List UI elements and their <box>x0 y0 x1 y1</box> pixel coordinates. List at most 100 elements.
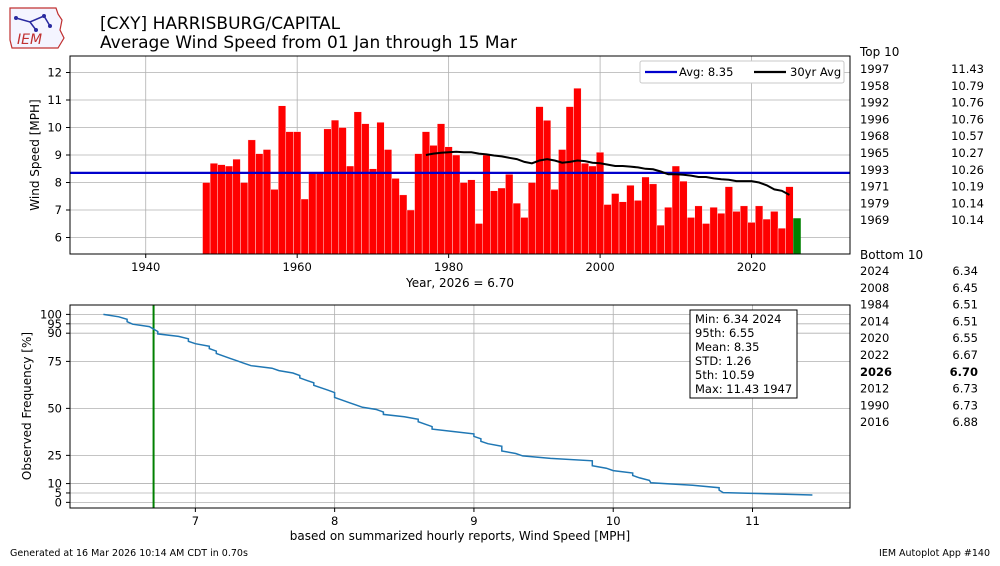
thirty-year-average-line <box>425 150 790 196</box>
bottom10-value: 6.34 <box>952 264 978 278</box>
year-bar <box>633 200 642 255</box>
frequency-curve <box>103 313 813 496</box>
year-bar <box>467 179 476 255</box>
bottom10-value: 6.51 <box>952 298 978 312</box>
top10-value: 10.14 <box>951 213 984 227</box>
bottom10-year: 2012 <box>860 382 889 396</box>
year-bar <box>270 189 279 255</box>
top10-year: 1965 <box>860 146 889 160</box>
chart-title-line2: Average Wind Speed from 01 Jan through 1… <box>100 33 517 53</box>
year-bar <box>353 111 362 255</box>
stat-95th: 95th: 6.55 <box>695 326 755 340</box>
bottom-y-tick-label: 0 <box>55 495 62 509</box>
top-panel: 1940 1960 1980 2000 2020 6 7 8 9 10 11 12 Avg: 8.35… <box>28 55 851 290</box>
year-bar <box>762 218 771 255</box>
year-bar <box>315 172 324 255</box>
top10-year: 1958 <box>860 79 889 93</box>
year-bar <box>512 202 521 255</box>
top10-value: 10.76 <box>951 112 984 126</box>
bottom10-year: 2026 <box>860 365 892 379</box>
bottom-y-tick-label: 5 <box>55 486 62 500</box>
year-bar <box>308 172 317 255</box>
bottom10-value: 6.55 <box>952 331 978 345</box>
bottom10-year: 2016 <box>860 415 889 429</box>
year-bar <box>573 87 582 255</box>
year-bar <box>702 223 711 255</box>
year-bar <box>497 187 506 255</box>
year-bar <box>414 153 423 255</box>
top-x-tick-label: 1980 <box>434 260 463 274</box>
stat-max: Max: 11.43 1947 <box>695 382 792 396</box>
top10-year: 1968 <box>860 129 889 143</box>
top-x-tick-label: 2000 <box>585 260 614 274</box>
top10-year: 1969 <box>860 213 889 227</box>
year-bar <box>626 185 635 255</box>
top-y-tick-label: 6 <box>55 231 62 245</box>
year-bar <box>505 174 514 255</box>
stat-min: Min: 6.34 2024 <box>695 312 781 326</box>
chart-title-line1: [CXY] HARRISBURG/CAPITAL <box>100 14 341 34</box>
top10-year: 1992 <box>860 96 889 110</box>
year-bar <box>474 223 483 255</box>
year-bar <box>649 183 658 255</box>
year-bar <box>747 222 756 255</box>
top10-year: 1996 <box>860 112 889 126</box>
top-x-tick-label: 2020 <box>737 260 766 274</box>
year-bar <box>785 186 794 255</box>
year-bar <box>739 205 748 255</box>
top10-value: 10.14 <box>951 196 984 210</box>
year-bar <box>709 207 718 255</box>
top-y-tick-label: 8 <box>55 176 62 190</box>
bottom-y-tick-label: 100 <box>40 307 62 321</box>
bottom10-year: 2008 <box>860 281 889 295</box>
bottom10-value: 6.73 <box>952 398 978 412</box>
bottom10-value: 6.88 <box>952 415 978 429</box>
year-bar <box>656 224 665 255</box>
year-bar <box>694 205 703 255</box>
year-bar <box>717 213 726 255</box>
year-bar <box>437 123 446 255</box>
year-bar <box>724 186 733 255</box>
year-bar <box>429 145 438 255</box>
top-y-tick-label: 10 <box>47 121 62 135</box>
year-bar <box>603 204 612 255</box>
bottom-x-axis-label: based on summarized hourly reports, Wind… <box>290 529 630 543</box>
top10-value: 10.27 <box>951 146 984 160</box>
bottom-y-axis-label: Observed Frequency [%] <box>20 332 34 480</box>
year-bar <box>686 217 695 255</box>
year-bar <box>444 146 453 255</box>
footer-app: IEM Autoplot App #140 <box>879 548 990 559</box>
current-year-bar <box>793 218 801 254</box>
top10-value: 10.79 <box>951 79 984 93</box>
stat-mean: Mean: 8.35 <box>695 340 759 354</box>
year-bar <box>376 122 385 255</box>
year-bar <box>452 154 461 255</box>
top-x-tick-label: 1940 <box>131 260 160 274</box>
bottom-y-tick-label: 95 <box>47 317 62 331</box>
legend-avg-label: Avg: 8.35 <box>679 65 733 79</box>
bottom10-year: 1984 <box>860 298 889 312</box>
year-bar <box>421 131 430 255</box>
top-y-tick-label: 11 <box>47 93 62 107</box>
year-bar <box>641 176 650 255</box>
year-bar <box>611 193 620 255</box>
year-bar <box>247 139 256 255</box>
year-bar <box>331 119 340 255</box>
legend: Avg: 8.35 30yr Avg <box>639 60 845 84</box>
year-bar <box>732 211 741 255</box>
stats-box: Min: 6.34 2024 95th: 6.55 Mean: 8.35 STD… <box>689 309 798 399</box>
top-x-axis-label: Year, 2026 = 6.70 <box>405 276 514 290</box>
stat-std: STD: 1.26 <box>695 354 751 368</box>
year-bar <box>580 163 589 255</box>
bottom-x-tick-label: 8 <box>331 514 338 528</box>
bottom10-year: 2020 <box>860 331 889 345</box>
bottom10-value: 6.70 <box>950 365 978 379</box>
year-bar <box>368 168 377 255</box>
top-y-tick-label: 7 <box>55 203 62 217</box>
bottom10-value: 6.67 <box>952 348 978 362</box>
bottom10-year: 2022 <box>860 348 889 362</box>
year-bar <box>679 180 688 255</box>
year-bar <box>391 178 400 255</box>
